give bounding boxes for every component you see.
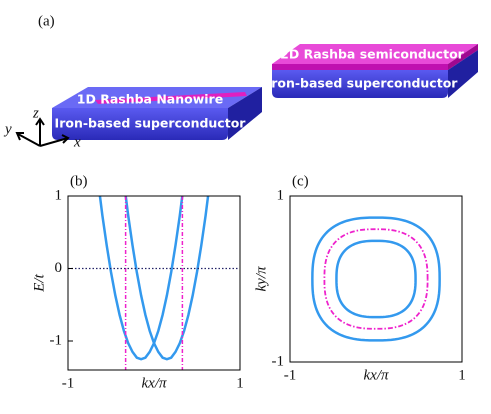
y-tick-label: -1 bbox=[50, 332, 63, 348]
y-tick-label: 0 bbox=[55, 260, 63, 276]
axis-z: z bbox=[32, 105, 39, 121]
substrate-label: Iron-based superconductor bbox=[267, 76, 459, 91]
axes-frame bbox=[67, 195, 241, 371]
axes-frame bbox=[289, 195, 463, 363]
x-axis-label: kx/π bbox=[142, 375, 167, 391]
panel-label: (c) bbox=[292, 173, 309, 189]
y-axis-label: ky/π bbox=[253, 266, 269, 291]
nanowire-label: 1D Rashba Nanowire bbox=[77, 92, 223, 107]
plot-area bbox=[68, 196, 240, 370]
substrate-label: Iron-based superconductor bbox=[55, 116, 247, 131]
band-curve bbox=[98, 196, 184, 361]
fermi-contour bbox=[335, 239, 417, 319]
y-axis-label: E/t bbox=[31, 273, 47, 292]
y-tick-label: 1 bbox=[55, 187, 63, 203]
y-tick-label: -1 bbox=[272, 353, 285, 369]
axis-y: y bbox=[3, 121, 12, 137]
x-tick-label: 1 bbox=[236, 375, 244, 391]
x-axis-label: kx/π bbox=[364, 367, 389, 383]
x-tick-label: -1 bbox=[62, 375, 75, 391]
fermi-contour bbox=[323, 228, 429, 330]
plot-area bbox=[311, 216, 441, 342]
panel-label: (b) bbox=[70, 173, 88, 189]
panel-label: (a) bbox=[38, 13, 55, 29]
y-tick-label: 1 bbox=[277, 187, 285, 203]
nanowire-device: 1D Rashba Nanowire Iron-based supercondu… bbox=[52, 87, 262, 140]
axis-x: x bbox=[73, 134, 81, 150]
fermi-contour bbox=[311, 216, 441, 342]
x-tick-label: -1 bbox=[284, 367, 297, 383]
x-tick-label: 1 bbox=[458, 367, 466, 383]
semiconductor-label: 2D Rashba semiconductor bbox=[280, 47, 465, 62]
semiconductor-device: 2D Rashba semiconductor Iron-based super… bbox=[267, 44, 478, 98]
axes-glyph bbox=[15, 117, 70, 147]
band-curve bbox=[124, 196, 210, 361]
